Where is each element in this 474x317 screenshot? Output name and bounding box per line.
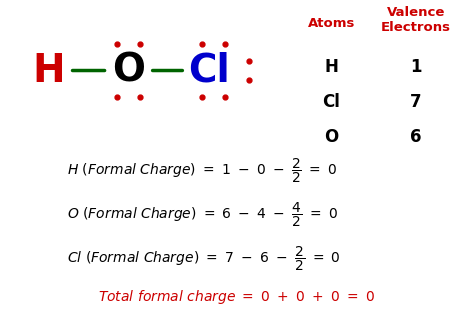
Text: O: O xyxy=(112,52,145,89)
Text: Cl: Cl xyxy=(188,52,229,89)
Text: $\mathbf{\mathit{O\ (Formal\ Charge)\ =\ 6\ -\ 4\ -\ \dfrac{4}{2}\ =\ 0}}$: $\mathbf{\mathit{O\ (Formal\ Charge)\ =\… xyxy=(67,201,338,229)
Text: $\mathbf{\mathit{Cl\ (Formal\ Charge)\ =\ 7\ -\ 6\ -\ \dfrac{2}{2}\ =\ 0}}$: $\mathbf{\mathit{Cl\ (Formal\ Charge)\ =… xyxy=(67,245,341,273)
Text: Valence
Electrons: Valence Electrons xyxy=(381,6,451,34)
Text: O: O xyxy=(324,127,338,146)
Text: Atoms: Atoms xyxy=(308,17,355,30)
Text: Cl: Cl xyxy=(322,93,340,111)
Text: $\mathbf{\mathit{H\ (Formal\ Charge)\ =\ 1\ -\ 0\ -\ \dfrac{2}{2}\ =\ 0}}$: $\mathbf{\mathit{H\ (Formal\ Charge)\ =\… xyxy=(67,157,338,185)
Text: $\mathbf{\mathit{Total\ formal\ charge\ =\ 0\ +\ 0\ +\ 0\ =\ 0}}$: $\mathbf{\mathit{Total\ formal\ charge\ … xyxy=(99,288,375,306)
Text: 6: 6 xyxy=(410,127,422,146)
Text: 1: 1 xyxy=(410,58,422,76)
Text: H: H xyxy=(324,58,338,76)
Text: H: H xyxy=(32,52,65,89)
Text: 7: 7 xyxy=(410,93,422,111)
